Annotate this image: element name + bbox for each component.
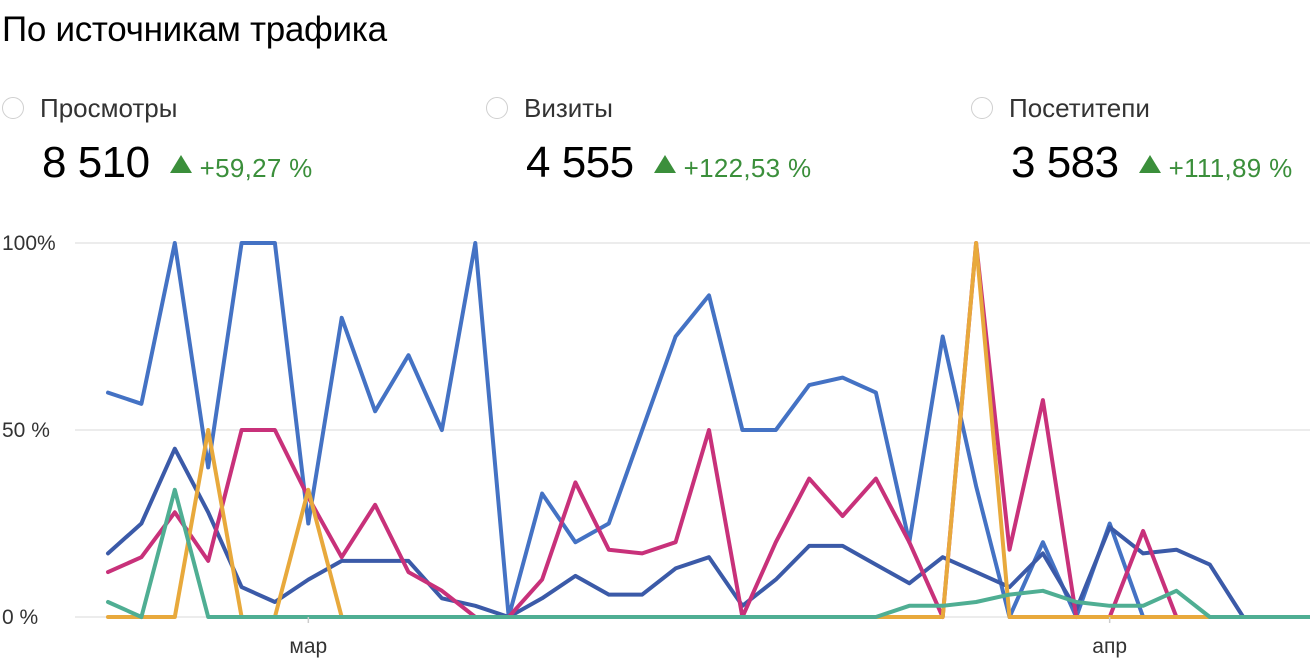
views-label: Просмотры	[40, 92, 178, 123]
visitors-label: Посетитепи	[1009, 92, 1150, 123]
metric-views[interactable]: Просмотры 8 510 +59,27 %	[2, 88, 313, 188]
visits-delta: +122,53 %	[683, 153, 812, 183]
y-tick-label: 50 %	[2, 419, 50, 442]
views-delta: +59,27 %	[199, 153, 313, 183]
up-arrow-icon	[653, 155, 676, 173]
x-tick-label: апр	[1092, 635, 1127, 658]
metric-visitors[interactable]: Посетитепи 3 583 +111,89 %	[971, 88, 1293, 188]
series-line-0	[106, 241, 1310, 619]
visits-label: Визиты	[524, 92, 613, 123]
visitors-value: 3 583	[1011, 138, 1119, 187]
visits-radio-button[interactable]	[486, 97, 508, 119]
visitors-delta: +111,89 %	[1168, 153, 1293, 183]
up-arrow-icon	[1138, 155, 1161, 173]
y-tick-label: 0 %	[2, 606, 38, 629]
metric-visits[interactable]: Визиты 4 555 +122,53 %	[486, 88, 811, 188]
up-arrow-icon	[169, 155, 192, 173]
visits-value: 4 555	[526, 138, 634, 187]
x-tick-label: мар	[289, 635, 327, 658]
page-title: По источникам трафика	[2, 10, 387, 49]
views-radio-button[interactable]	[2, 97, 24, 119]
views-value: 8 510	[42, 138, 150, 187]
series-line-1	[106, 446, 1310, 619]
traffic-line-chart[interactable]: 0 % 50 % 100% мар апр	[0, 225, 1310, 667]
y-tick-label: 100%	[2, 232, 56, 255]
visitors-radio-button[interactable]	[971, 97, 993, 119]
series-line-4	[106, 487, 1310, 619]
